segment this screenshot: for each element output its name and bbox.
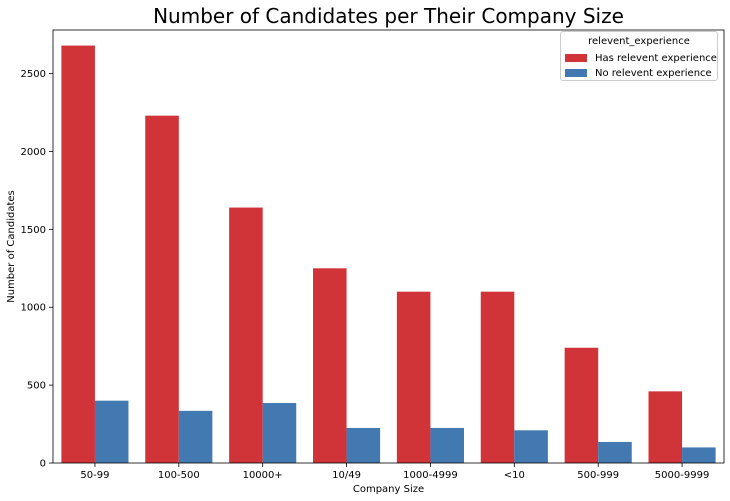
y-tick-label-5: 2500 — [21, 69, 46, 80]
bar-has-experience-0 — [61, 45, 95, 464]
bar-has-experience-4 — [396, 291, 431, 463]
x-tick-label-2: 10000+ — [243, 470, 283, 481]
chart-title: Number of Candidates per Their Company S… — [153, 4, 624, 28]
bar-no-experience-3 — [346, 427, 381, 463]
x-tick-label-0: 50-99 — [80, 470, 109, 481]
legend-swatch-has-experience — [565, 54, 587, 62]
x-tick-label-3: 10/49 — [332, 470, 361, 481]
bar-has-experience-3 — [313, 268, 347, 463]
y-tick-label-3: 1500 — [21, 225, 46, 236]
y-tick-label-2: 1000 — [21, 303, 46, 314]
bar-has-experience-7 — [648, 391, 683, 463]
legend: relevent_experience Has relevent experie… — [560, 31, 718, 81]
x-tick-label-4: 1000-4999 — [403, 470, 458, 481]
x-tick-label-7: 5000-9999 — [655, 470, 710, 481]
bar-no-experience-0 — [94, 400, 129, 463]
bar-no-experience-6 — [598, 441, 632, 463]
x-axis-label: Company Size — [353, 484, 424, 495]
bar-has-experience-1 — [145, 115, 179, 463]
x-tick-label-6: 500-999 — [577, 470, 619, 481]
bar-has-experience-6 — [564, 347, 599, 463]
y-tick-label-0: 0 — [40, 459, 46, 470]
bar-no-experience-5 — [514, 430, 548, 463]
legend-entry-has-experience: Has relevent experience — [565, 52, 717, 64]
bar-no-experience-2 — [262, 403, 297, 463]
bar-has-experience-5 — [480, 291, 515, 463]
plot-frame — [52, 29, 725, 464]
legend-title: relevent_experience — [588, 36, 690, 47]
bar-no-experience-7 — [682, 447, 716, 463]
y-tick-label-4: 2000 — [21, 147, 46, 158]
bar-has-experience-2 — [229, 207, 263, 463]
y-axis-label: Number of Candidates — [6, 190, 17, 303]
y-tick-label-1: 500 — [27, 381, 46, 392]
x-tick-label-5: <10 — [504, 470, 525, 481]
bar-no-experience-1 — [178, 410, 213, 463]
x-tick-label-1: 100-500 — [158, 470, 200, 481]
legend-swatch-no-experience — [565, 69, 587, 77]
legend-label-no-experience: No relevent experience — [595, 67, 712, 79]
legend-entry-no-experience: No relevent experience — [565, 67, 712, 79]
legend-label-has-experience: Has relevent experience — [595, 52, 717, 64]
bar-no-experience-4 — [430, 427, 464, 463]
